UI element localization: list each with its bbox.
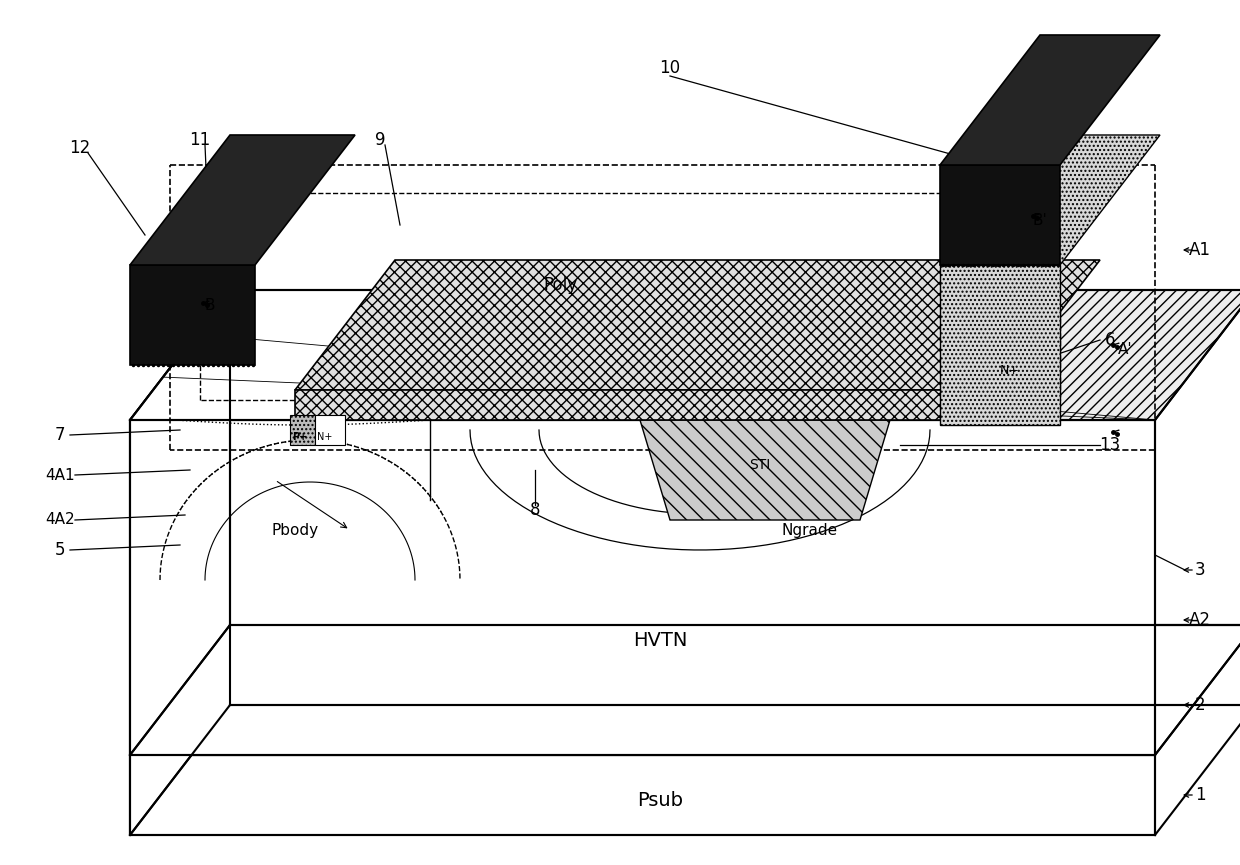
Text: N+: N+ [317, 432, 332, 442]
Text: Pbody: Pbody [272, 522, 319, 537]
Polygon shape [640, 420, 890, 520]
Polygon shape [315, 415, 345, 445]
Text: Poly: Poly [543, 276, 577, 294]
Text: 4A2: 4A2 [45, 512, 74, 528]
Text: 10: 10 [660, 59, 681, 77]
Text: A': A' [1117, 343, 1132, 357]
Text: HVTN: HVTN [632, 631, 687, 650]
Polygon shape [940, 265, 1060, 425]
Text: N+: N+ [999, 363, 1021, 376]
Polygon shape [130, 420, 1154, 755]
Text: A2: A2 [1189, 611, 1211, 629]
Text: 13: 13 [1100, 436, 1121, 454]
Polygon shape [295, 390, 999, 420]
Polygon shape [940, 165, 1060, 265]
Text: 7: 7 [55, 426, 66, 444]
Text: 12: 12 [69, 139, 91, 157]
Polygon shape [295, 260, 1100, 390]
Text: 11: 11 [190, 131, 211, 149]
Polygon shape [130, 625, 1240, 755]
Text: A1: A1 [1189, 241, 1211, 259]
Text: 1: 1 [1194, 786, 1205, 804]
Text: B': B' [1033, 213, 1048, 227]
Text: 9: 9 [374, 131, 386, 149]
Text: P+: P+ [293, 432, 308, 442]
Text: 4A1: 4A1 [45, 467, 74, 483]
Polygon shape [130, 290, 529, 420]
Text: 2: 2 [1194, 696, 1205, 714]
Polygon shape [130, 135, 355, 265]
Polygon shape [130, 755, 1154, 835]
Polygon shape [940, 135, 1159, 265]
Polygon shape [940, 35, 1159, 165]
Polygon shape [430, 290, 1240, 420]
Text: 6: 6 [1105, 331, 1115, 349]
Text: B: B [205, 298, 216, 312]
Text: 3: 3 [1194, 561, 1205, 579]
Text: Psub: Psub [637, 791, 683, 810]
Polygon shape [290, 415, 315, 445]
Polygon shape [130, 625, 229, 835]
Text: 8: 8 [529, 501, 541, 519]
Text: STI: STI [749, 458, 770, 472]
Polygon shape [640, 290, 990, 420]
Text: 5: 5 [55, 541, 66, 559]
Polygon shape [130, 265, 255, 365]
Polygon shape [130, 290, 229, 755]
Text: Ngrade: Ngrade [782, 522, 838, 537]
